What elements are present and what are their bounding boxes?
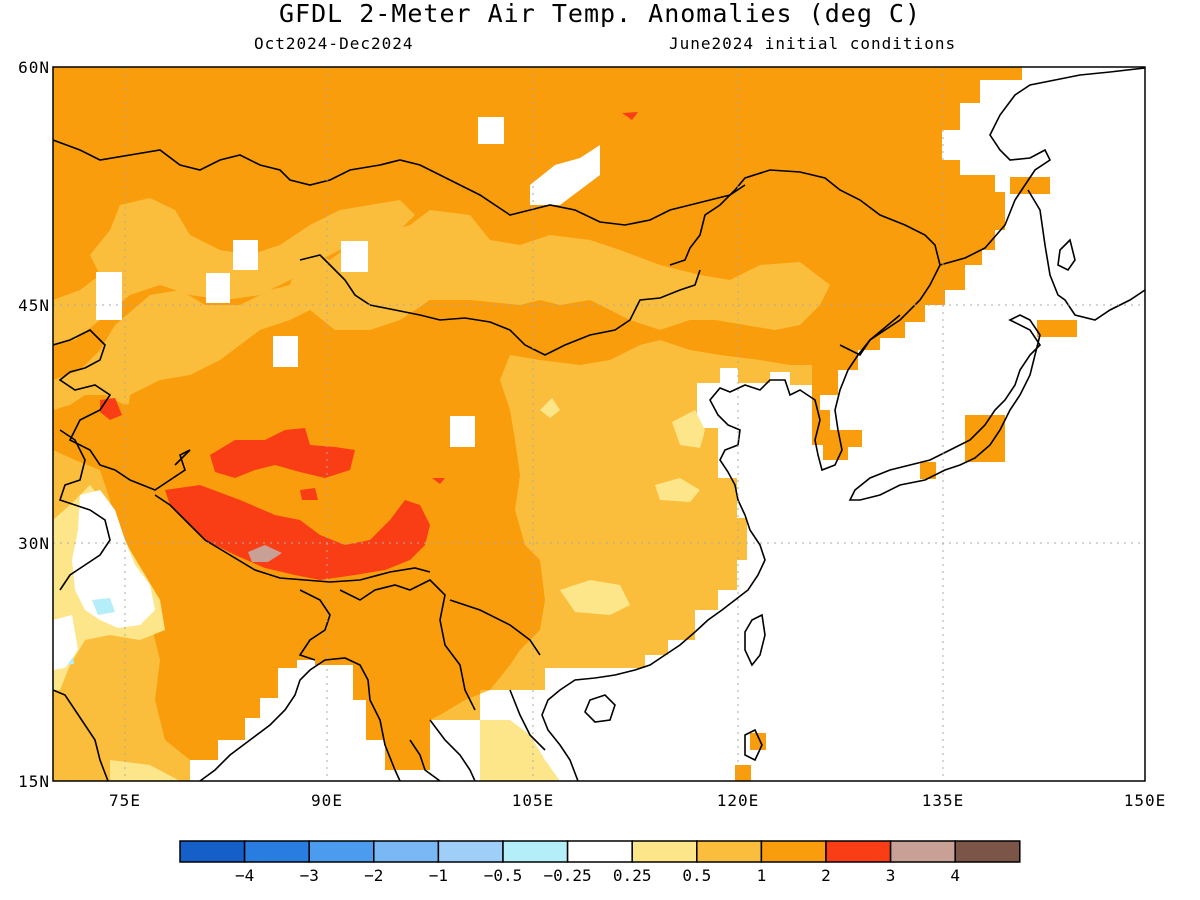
anomaly-0.25-0.5-india-south	[110, 760, 180, 781]
legend-swatch-7	[631, 840, 698, 863]
lon-label-120e: 120E	[717, 791, 760, 810]
legend-label: −0.25	[544, 866, 592, 885]
legend-label: 4	[950, 866, 960, 885]
map-title: GFDL 2-Meter Air Temp. Anomalies (deg C)	[278, 0, 922, 28]
legend-swatch-1	[243, 840, 310, 863]
anomaly-0.5-1-northwest	[53, 198, 415, 345]
anomaly-2-3-plateau-north	[210, 428, 355, 478]
legend-label: −3	[300, 866, 319, 885]
anomaly-2-3-siberia	[622, 112, 638, 120]
legend-swatch-11	[889, 840, 956, 863]
legend-swatch-9	[760, 840, 827, 863]
missing-data-cells	[96, 117, 600, 447]
lon-label-150e: 150E	[1124, 791, 1167, 810]
legend-label: 3	[886, 866, 896, 885]
anomaly-0.25-0.5-central-china	[540, 398, 560, 418]
legend-label: 0.5	[682, 866, 711, 885]
legend-swatch-6	[566, 840, 633, 863]
coastlines-and-borders	[53, 67, 1145, 781]
anomaly-2-3-himalaya	[165, 485, 430, 580]
anomaly-near-zero-india-b	[53, 615, 78, 670]
legend-swatch-8	[696, 840, 763, 863]
color-legend: −4 −3 −2 −1 −0.5 −0.25 0.25 0.5 1 2 3 4	[179, 840, 1021, 885]
anomaly-map: 60N 45N 30N 15N 75E 90E 105E 120E 135E 1…	[18, 58, 1167, 810]
map-frame	[52, 66, 1146, 782]
legend-swatch-2	[308, 840, 375, 863]
initial-conditions-label: June2024 initial conditions	[669, 34, 957, 53]
legend-label: −4	[235, 866, 254, 885]
lon-label-90e: 90E	[311, 791, 343, 810]
legend-label: −0.5	[484, 866, 523, 885]
anomaly-0.25-0.5-east-china-a	[560, 580, 630, 615]
anomaly-2-3-central	[300, 488, 318, 500]
legend-swatch-12	[954, 840, 1021, 863]
season-label: Oct2024-Dec2024	[254, 34, 414, 53]
lat-label-15n: 15N	[18, 772, 50, 791]
legend-swatch-10	[825, 840, 892, 863]
lon-label-105e: 105E	[512, 791, 555, 810]
anomaly-2-3-kashmir	[100, 398, 122, 420]
graticule	[53, 67, 1145, 781]
legend-swatch-4	[437, 840, 504, 863]
anomaly-0.25-0.5-south-china	[480, 720, 560, 781]
legend-label: −2	[364, 866, 383, 885]
lat-label-45n: 45N	[18, 296, 50, 315]
anomaly-0.25-0.5-east-china-b	[655, 478, 700, 502]
legend-label: 0.25	[613, 866, 652, 885]
anomaly-near-zero-india	[72, 490, 155, 628]
lon-label-75e: 75E	[109, 791, 141, 810]
legend-swatch-3	[373, 840, 440, 863]
lat-label-30n: 30N	[18, 534, 50, 553]
legend-swatch-0	[179, 840, 246, 863]
anomaly-2-3-small	[432, 478, 445, 484]
lat-label-60n: 60N	[18, 58, 50, 77]
anomaly-field	[53, 67, 1077, 781]
legend-label: −1	[429, 866, 448, 885]
legend-label: 2	[821, 866, 831, 885]
anomaly-0.5-1-region	[53, 210, 830, 720]
legend-label: 1	[757, 866, 767, 885]
lon-label-135e: 135E	[922, 791, 965, 810]
legend-swatch-5	[502, 840, 569, 863]
anomaly-3-4-nepal	[248, 545, 282, 562]
anomaly-negative-0.25-india	[92, 598, 115, 615]
anomaly-0.25-0.5-east-china-c	[672, 410, 705, 448]
